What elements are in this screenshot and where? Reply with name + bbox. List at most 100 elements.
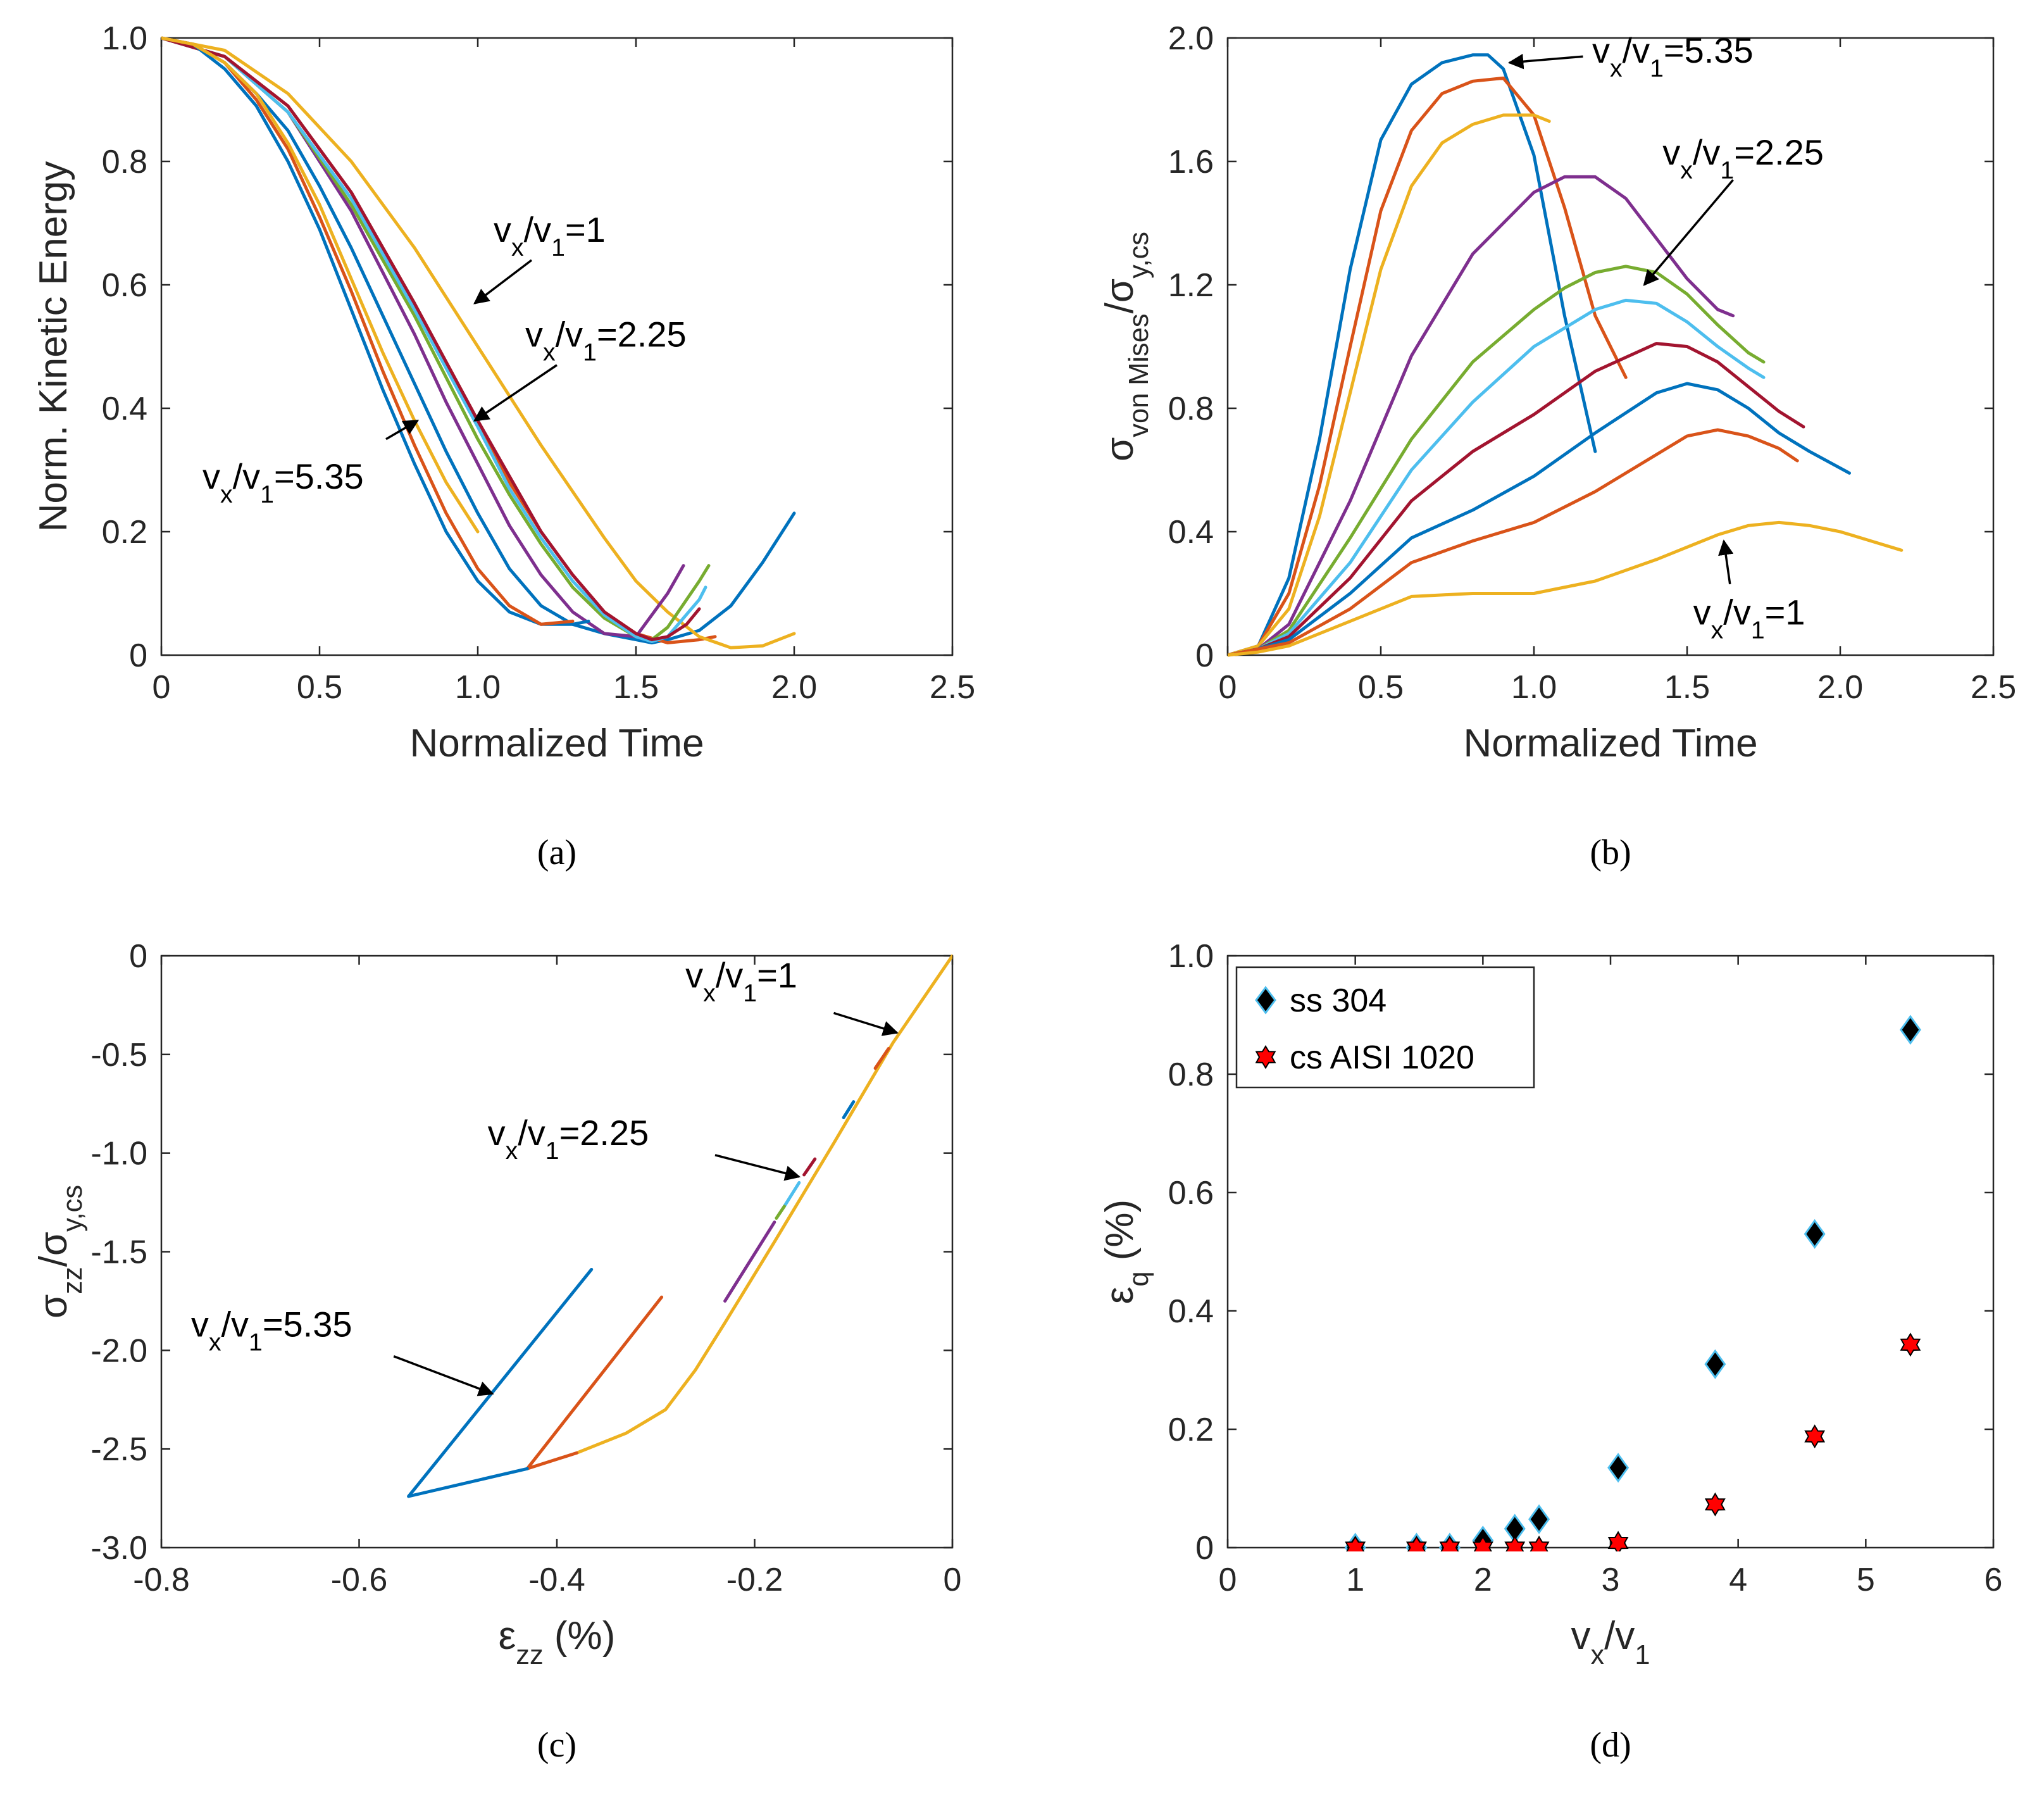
- ss304-point: [1704, 1349, 1726, 1379]
- annotation-v: v: [494, 210, 511, 249]
- x-label-main: v: [1571, 1614, 1590, 1658]
- annotation-v: v: [1693, 592, 1711, 632]
- series-line-6: [161, 36, 701, 642]
- axes-box: [1226, 37, 1995, 656]
- x-label-sub: zz: [516, 1640, 543, 1670]
- x-label-tail: (%): [544, 1614, 616, 1658]
- annotation-value: =1: [565, 210, 606, 249]
- x-tick-label: 0.5: [1358, 669, 1404, 706]
- series-line-5: [1228, 298, 1766, 657]
- y-label-main: ε: [1098, 1287, 1142, 1305]
- y-tick-label: 0: [129, 938, 147, 975]
- series-line-9: [1228, 520, 1904, 657]
- annotation-value: =1: [1765, 592, 1805, 632]
- y-label-sub: q: [1124, 1271, 1154, 1286]
- annotation-sub-x: x: [703, 979, 716, 1006]
- annotation-sub-x: x: [511, 234, 524, 261]
- x-tick-label: 2: [1474, 1562, 1492, 1598]
- y-tick-label: 1.0: [1168, 938, 1214, 975]
- x-tick-label: 2.0: [771, 669, 817, 706]
- annotation-v: v: [203, 456, 220, 496]
- annotation-arrow: [1507, 53, 1583, 70]
- y-tick-label: 1.0: [102, 20, 147, 57]
- x-tick-label: 0.5: [297, 669, 342, 706]
- cs1020-point: [1900, 1332, 1921, 1357]
- annotation-sub-1: 1: [1751, 617, 1765, 644]
- annotation-mid: /v: [233, 456, 261, 496]
- cs1020-point: [1607, 1531, 1629, 1551]
- annotation-value: =2.25: [1734, 132, 1824, 172]
- x-tick-label: 0: [153, 669, 171, 706]
- annotation-label: vx/v1=2.25: [1662, 132, 1824, 184]
- plot-area: [161, 36, 796, 649]
- panel-caption: (c): [537, 1726, 576, 1765]
- series-line-9: [161, 36, 480, 534]
- series-line-5: [802, 1157, 817, 1177]
- annotation-sub-1: 1: [551, 234, 565, 261]
- ss304-point: [1607, 1453, 1630, 1483]
- annotation-value: =5.35: [274, 456, 364, 496]
- series-line-8: [161, 36, 575, 626]
- y-tick-label: 0.8: [102, 144, 147, 180]
- annotation-arrow: [473, 259, 533, 304]
- panel-b-chart: 0 0.5 1.0 1.5 2.0 2.5 0 0.4 0.8 1.2 1.6 2.0 Normaliz…: [1098, 20, 2016, 872]
- cs1020-point: [1528, 1536, 1550, 1551]
- x-tick-label: 6: [1985, 1562, 2003, 1598]
- series-line-7: [161, 36, 590, 626]
- annotation-mid: /v: [1623, 30, 1650, 70]
- series-line-8: [1228, 428, 1799, 657]
- series-line-3: [873, 1047, 890, 1070]
- ss304-point: [1528, 1504, 1550, 1534]
- y-label-sub2: y,cs: [58, 1185, 88, 1232]
- x-tick-label: -0.6: [331, 1562, 388, 1598]
- x-tick-label: -0.2: [726, 1562, 783, 1598]
- annotation-v: v: [191, 1305, 209, 1344]
- x-label-sub1: x: [1590, 1640, 1604, 1670]
- y-tick-label: 2.0: [1168, 20, 1214, 57]
- x-label-mid: /v: [1604, 1614, 1635, 1658]
- annotation-arrow: [385, 419, 420, 441]
- series-line-1: [1228, 76, 1628, 657]
- legend-entry-label: ss 304: [1290, 982, 1387, 1019]
- series-line-3: [1228, 175, 1735, 657]
- x-tick-label: 1: [1346, 1562, 1364, 1598]
- annotation-arrow: [833, 1012, 899, 1036]
- x-label-sub2: 1: [1635, 1640, 1650, 1670]
- annotation-arrow: [714, 1154, 801, 1181]
- plot-area: [1228, 53, 1904, 657]
- y-label-mid: /σ: [1098, 279, 1142, 314]
- y-tick-label: -0.5: [90, 1037, 147, 1074]
- annotation-arrow: [393, 1355, 494, 1396]
- annotation-sub-x: x: [543, 339, 556, 366]
- plot-area: [407, 954, 952, 1498]
- cs1020-point: [1406, 1536, 1427, 1551]
- y-tick-label: -1.0: [90, 1136, 147, 1172]
- annotation-sub-x: x: [220, 480, 233, 508]
- y-label-mid: /σ: [32, 1232, 75, 1267]
- y-label-main: σ: [1098, 437, 1142, 461]
- legend: ss 304 cs AISI 1020: [1235, 966, 1535, 1089]
- annotation-sub-1: 1: [743, 979, 757, 1006]
- annotation-v: v: [525, 315, 543, 354]
- x-axis-label: εzz (%): [499, 1614, 616, 1670]
- y-tick-label: 0.6: [102, 267, 147, 304]
- x-tick-label: 1.5: [1664, 669, 1710, 706]
- annotation-mid: /v: [1693, 132, 1721, 172]
- x-tick-label: 2.5: [930, 669, 975, 706]
- y-tick-label: 0.4: [1168, 1293, 1214, 1330]
- y-tick-label: -3.0: [90, 1530, 147, 1567]
- y-tick-label: 0.8: [1168, 1056, 1214, 1093]
- annotation-value: =2.25: [559, 1113, 649, 1153]
- y-axis-label: σvon Mises/σy,cs: [1098, 232, 1154, 461]
- x-tick-label: 0: [1219, 669, 1237, 706]
- series-line-0: [575, 954, 952, 1455]
- x-tick-label: 0: [944, 1562, 962, 1598]
- x-tick-label: 1.0: [1511, 669, 1557, 706]
- y-tick-label: 0.8: [1168, 391, 1214, 427]
- annotation-value: =5.35: [1664, 30, 1754, 70]
- annotation-sub-x: x: [1680, 156, 1693, 184]
- cs1020-point: [1439, 1536, 1461, 1551]
- ss304-point: [1899, 1015, 1921, 1045]
